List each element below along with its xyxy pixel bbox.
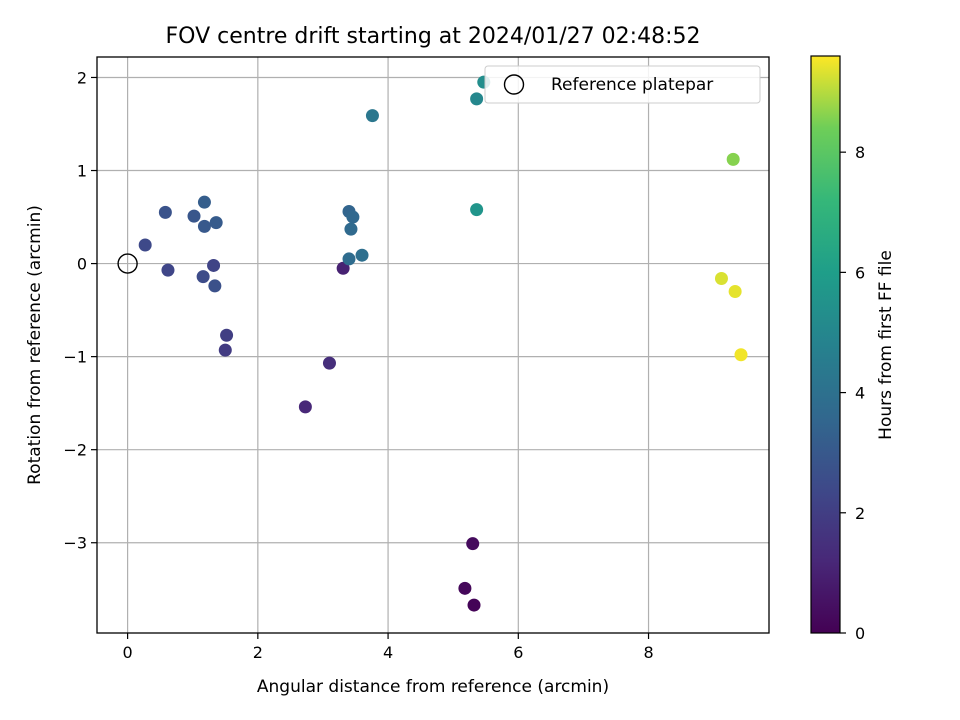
data-point xyxy=(209,216,223,230)
colorbar-tick-label: 8 xyxy=(855,143,865,162)
data-point xyxy=(346,210,360,224)
data-point xyxy=(197,219,211,233)
data-point xyxy=(218,343,232,357)
x-tick-label: 8 xyxy=(643,643,653,662)
data-point xyxy=(158,205,172,219)
colorbar-label: Hours from first FF file xyxy=(876,250,896,440)
data-point xyxy=(207,258,221,272)
colorbar-gradient xyxy=(810,55,841,634)
y-tick-label: 2 xyxy=(77,68,87,87)
x-tick-label: 0 xyxy=(123,643,133,662)
x-tick-label: 2 xyxy=(253,643,263,662)
data-point xyxy=(467,598,481,612)
colorbar-ticks: 0 2 4 6 8 xyxy=(840,143,865,643)
data-point xyxy=(336,261,350,275)
x-axis-label: Angular distance from reference (arcmin) xyxy=(257,677,609,697)
chart-title: FOV centre drift starting at 2024/01/27 … xyxy=(166,24,701,49)
data-point xyxy=(728,284,742,298)
data-point xyxy=(196,270,210,284)
y-axis-ticks: −3 −2 −1 0 1 2 xyxy=(63,68,97,553)
data-point xyxy=(726,152,740,166)
data-point xyxy=(365,109,379,123)
data-point xyxy=(470,92,484,106)
x-tick-label: 4 xyxy=(383,643,393,662)
y-tick-label: 0 xyxy=(77,255,87,274)
data-point xyxy=(342,252,356,266)
y-tick-label: 1 xyxy=(77,162,87,181)
data-point xyxy=(187,209,201,223)
legend-box xyxy=(484,65,761,104)
data-point xyxy=(197,195,211,209)
y-tick-label: −3 xyxy=(63,534,87,553)
data-point xyxy=(298,400,312,414)
colorbar: 0 2 4 6 8 Hours from first FF file xyxy=(810,55,896,643)
colorbar-tick-label: 0 xyxy=(855,624,865,643)
x-tick-label: 6 xyxy=(513,643,523,662)
colorbar-tick-label: 2 xyxy=(855,504,865,523)
legend-reference-marker xyxy=(503,74,525,95)
data-point xyxy=(734,348,748,362)
x-axis-ticks: 0 2 4 6 8 xyxy=(123,633,654,662)
y-axis-label: Rotation from reference (arcmin) xyxy=(25,205,45,485)
data-point xyxy=(138,238,152,252)
colorbar-tick-label: 6 xyxy=(855,263,865,282)
plot-frame xyxy=(96,56,770,634)
data-point xyxy=(161,263,175,277)
data-point xyxy=(220,328,234,342)
data-point xyxy=(714,271,728,285)
legend-entry-label: Reference platepar xyxy=(551,75,713,95)
data-point xyxy=(466,537,480,551)
data-points xyxy=(138,75,748,612)
data-point xyxy=(470,203,484,217)
reference-platepar-marker xyxy=(117,253,138,274)
data-point xyxy=(208,279,222,293)
data-point xyxy=(355,248,369,262)
y-tick-label: −2 xyxy=(63,441,87,460)
legend: Reference platepar xyxy=(484,65,761,104)
colorbar-tick-label: 4 xyxy=(855,384,865,403)
reference-marker-group xyxy=(117,253,138,274)
data-point xyxy=(458,581,472,595)
grid xyxy=(97,57,769,633)
data-point xyxy=(344,222,358,236)
y-tick-label: −1 xyxy=(63,348,87,367)
data-point xyxy=(322,356,336,370)
